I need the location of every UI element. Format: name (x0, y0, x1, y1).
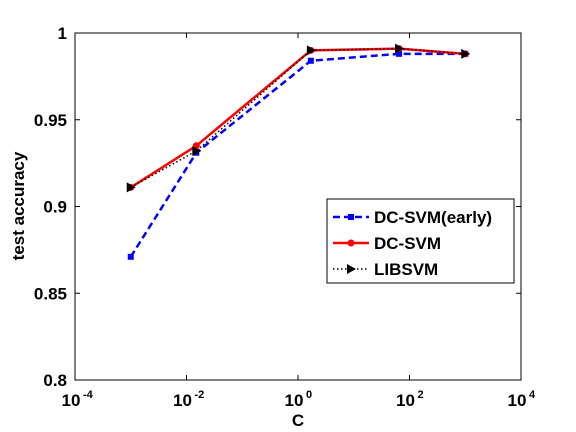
legend-swatch-marker (347, 264, 356, 274)
series-LIBSVM (126, 43, 471, 193)
y-tick-label: 0.95 (34, 111, 67, 130)
x-tick-exponent: -2 (195, 389, 205, 401)
series-layer (126, 43, 471, 260)
x-axis-label: C (292, 411, 304, 430)
data-point (461, 48, 471, 59)
x-tick-label: 10 (508, 391, 527, 410)
legend-item: DC-SVM(early) (333, 208, 492, 227)
y-tick-label: 0.85 (34, 284, 67, 303)
data-point (307, 57, 314, 64)
legend-label: DC-SVM (374, 234, 441, 253)
y-tick-label: 1 (58, 24, 67, 43)
x-tick-label: 10 (285, 391, 304, 410)
x-tick-label: 10 (396, 391, 415, 410)
y-tick-label: 0.9 (43, 198, 67, 217)
x-tick-label: 10 (62, 391, 81, 410)
data-point (396, 50, 403, 57)
x-axis: 10 -4 10 -2 10 0 10 2 10 4 (62, 33, 536, 410)
legend-swatch-marker (347, 239, 355, 247)
legend: DC-SVM(early) DC-SVM LIBSVM (326, 198, 515, 284)
data-point (192, 145, 202, 156)
y-axis-label: test accuracy (9, 151, 28, 260)
data-point (306, 45, 316, 56)
data-point (395, 43, 405, 54)
data-point (126, 182, 136, 193)
x-tick-exponent: 2 (418, 389, 424, 401)
y-axis: 0.8 0.85 0.9 0.95 1 (34, 24, 521, 390)
x-tick-exponent: -4 (83, 389, 94, 401)
x-tick-exponent: 0 (306, 389, 312, 401)
legend-label: LIBSVM (374, 260, 438, 279)
legend-label: DC-SVM(early) (374, 208, 492, 227)
legend-swatch-marker (348, 214, 354, 220)
x-tick-label: 10 (173, 391, 192, 410)
data-point (127, 253, 134, 260)
x-tick-exponent: 4 (529, 389, 536, 401)
legend-item: LIBSVM (333, 260, 438, 279)
legend-item: DC-SVM (333, 234, 441, 253)
y-tick-label: 0.8 (43, 371, 67, 390)
